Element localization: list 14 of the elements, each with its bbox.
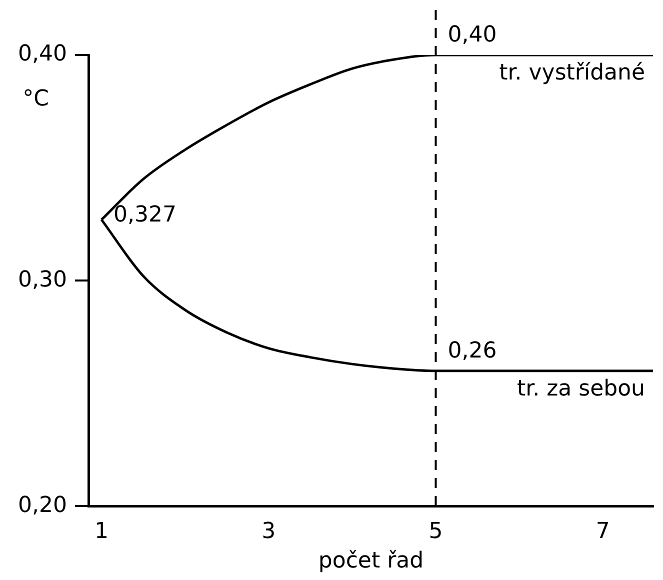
- y-axis-title: °C: [22, 86, 49, 112]
- x-tick-label: 7: [596, 519, 610, 544]
- y-tick-label: 0,30: [18, 267, 67, 292]
- series-label: tr. za sebou: [516, 376, 645, 402]
- x-tick-label: 3: [262, 519, 276, 544]
- x-tick-label: 1: [94, 519, 109, 544]
- y-tick-label: 0,20: [18, 492, 67, 518]
- y-tick-label: 0,40: [18, 42, 67, 67]
- x-axis-title: počet řad: [318, 548, 424, 574]
- data-label: 0,26: [448, 338, 497, 364]
- series-label: tr. vystřídané: [499, 60, 645, 86]
- data-label: 0,40: [448, 22, 497, 48]
- x-tick-label: 5: [428, 519, 443, 544]
- data-label: 0,327: [114, 202, 176, 228]
